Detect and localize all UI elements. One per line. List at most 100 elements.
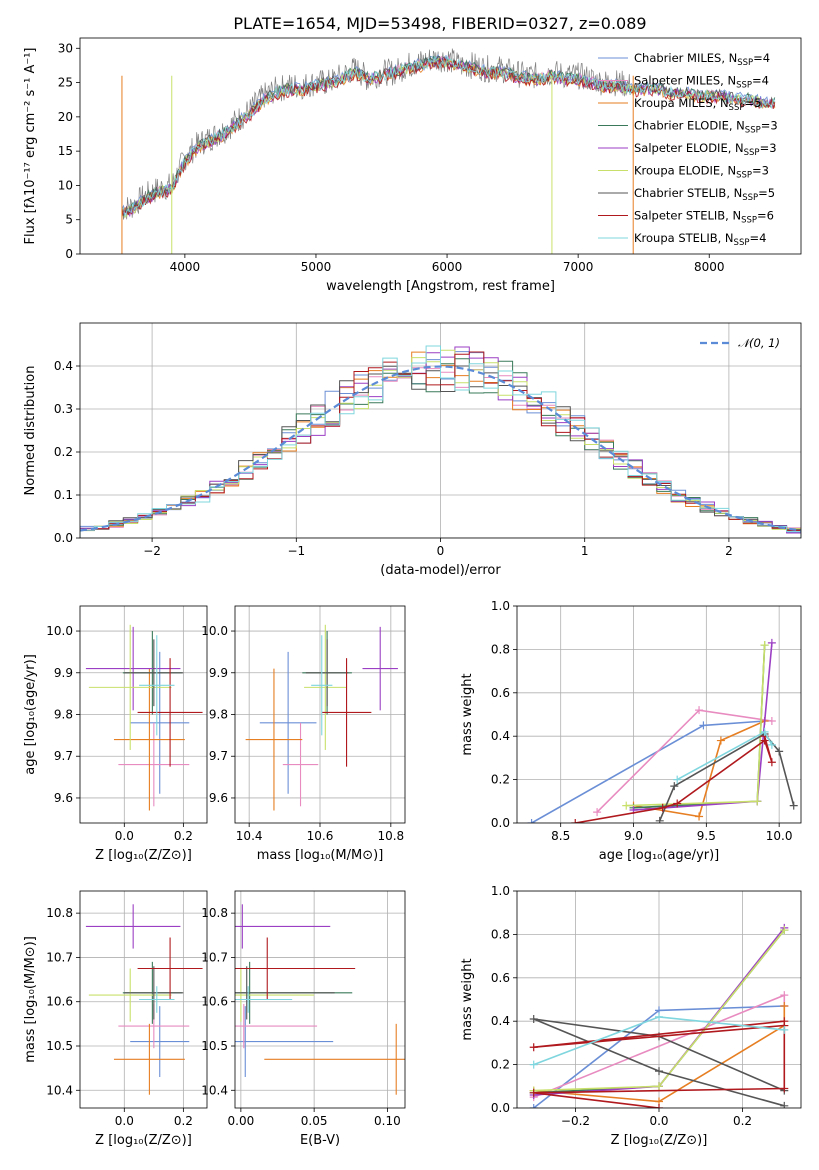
y-tick-label: 0.8 — [491, 927, 510, 941]
population-marker — [655, 1067, 663, 1076]
fit-errorbar — [235, 1006, 334, 1077]
x-tick-label: 0.00 — [228, 1114, 255, 1128]
legend-entry: Kroupa MILES, NSSP=5 — [634, 96, 761, 113]
y-tick-label: 10.4 — [46, 1083, 73, 1097]
fit-errorbar — [118, 722, 190, 807]
y-tick-label: 0.4 — [54, 359, 73, 373]
fit-errorbar — [245, 668, 303, 811]
age-vs-mass-axes: 10.4 10.6 10.8 9.6 9.7 9.8 9.9 10.0 mass [log₁₀(… — [201, 605, 406, 863]
population-weight-line — [626, 645, 766, 807]
legend-entry: Chabrier ELODIE, NSSP=3 — [634, 119, 778, 136]
x-tick-label: 0.2 — [174, 1114, 193, 1128]
population-marker — [593, 808, 602, 817]
x-axis-label: mass [log₁₀(M/M⊙)] — [257, 848, 384, 863]
y-tick-label: 10.7 — [201, 950, 228, 964]
population-marker — [789, 801, 798, 810]
population-marker — [780, 1084, 789, 1093]
legend-entry: Chabrier STELIB, NSSP=5 — [634, 186, 775, 203]
residual-histogram — [80, 351, 801, 538]
fit-errorbar — [235, 966, 335, 1020]
population-marker — [655, 1012, 663, 1021]
fit-errorbar — [113, 668, 185, 811]
population-marker — [655, 1082, 663, 1091]
y-axis-label: Normed distribution — [23, 366, 38, 496]
population-marker — [655, 1104, 663, 1108]
y-tick-label: 10 — [58, 178, 73, 192]
population-marker — [673, 799, 682, 808]
x-tick-label: 2 — [725, 544, 733, 558]
plot-area — [121, 48, 776, 254]
y-tick-label: 9.6 — [54, 791, 73, 805]
y-tick-label: 1.0 — [491, 599, 510, 613]
population-marker — [753, 797, 762, 806]
y-tick-label: 30 — [58, 41, 73, 55]
population-marker — [571, 819, 580, 823]
y-tick-label: 10.7 — [46, 950, 73, 964]
y-tick-label: 9.7 — [209, 749, 228, 763]
population-marker — [780, 991, 789, 1000]
y-tick-label: 0.4 — [491, 1014, 510, 1028]
x-tick-label: 0 — [437, 544, 445, 558]
figure-title: PLATE=1654, MJD=53498, FIBERID=0327, z=0… — [233, 14, 646, 33]
population-marker — [695, 706, 704, 715]
fit-errorbar — [139, 635, 175, 736]
y-tick-label: 0.2 — [491, 1058, 510, 1072]
fit-errorbar — [124, 966, 184, 1020]
population-marker — [673, 775, 682, 784]
population-marker — [780, 926, 789, 935]
population-weight-line — [633, 720, 765, 818]
y-tick-label: 0.0 — [54, 531, 73, 545]
axes-frame — [234, 605, 406, 824]
x-tick-label: −1 — [287, 544, 305, 558]
population-marker — [695, 812, 704, 821]
model-spectrum-line — [121, 55, 776, 217]
spectrum-legend: Chabrier MILES, NSSP=4 Salpeter MILES, NS… — [598, 51, 778, 248]
fit-errorbar — [362, 626, 398, 711]
population-marker — [767, 638, 776, 647]
y-tick-label: 0.6 — [491, 686, 510, 700]
y-axis-label: age [log₁₀(age/yr)] — [23, 654, 38, 775]
mass-vs-ebv-axes: 0.00 0.05 0.10 10.4 10.5 10.6 10.7 10.8 E(B-V) — [201, 890, 406, 1148]
y-tick-label: 10.8 — [201, 906, 228, 920]
mass-vs-metallicity-axes: 0.0 0.2 10.4 10.5 10.6 10.7 10.8 Z [log₁₀(Z/Z⊙)… — [23, 890, 208, 1148]
y-tick-label: 9.9 — [54, 666, 73, 680]
y-tick-label: 0.3 — [54, 402, 73, 416]
y-tick-label: 5 — [65, 213, 73, 227]
mass-weight-vs-metallicity-axes: −0.2 0.0 0.2 0.0 0.2 0.4 0.6 0.8 1.0 Z [log₁₀(Z/Z… — [460, 884, 802, 1148]
y-tick-label: 0 — [65, 247, 73, 261]
y-axis-label: mass [log₁₀(M/M⊙)] — [23, 936, 38, 1063]
residuals-axes: −2 −1 0 1 2 0.0 0.1 0.2 0.3 0.4 (data-model)/error… — [23, 322, 802, 578]
fit-errorbar — [139, 986, 175, 1013]
legend-entry: Kroupa STELIB, NSSP=4 — [634, 231, 766, 248]
population-marker — [775, 747, 784, 756]
y-tick-label: 0.2 — [54, 445, 73, 459]
x-axis-label: age [log₁₀(age/yr)] — [599, 848, 720, 863]
x-tick-label: −2 — [143, 544, 161, 558]
x-tick-label: 8.5 — [551, 829, 570, 843]
y-tick-label: 9.8 — [209, 708, 228, 722]
x-tick-label: 10.4 — [236, 829, 263, 843]
fit-errorbar — [304, 624, 347, 750]
x-tick-label: 0.0 — [649, 1114, 668, 1128]
population-marker — [767, 740, 776, 749]
population-weight-line — [575, 735, 773, 823]
x-axis-label: E(B-V) — [300, 1133, 340, 1148]
population-weight-line — [596, 709, 773, 813]
y-tick-label: 10.5 — [46, 1039, 73, 1053]
x-tick-label: 0.0 — [115, 829, 134, 843]
y-tick-label: 9.8 — [54, 708, 73, 722]
population-marker — [622, 801, 631, 810]
x-axis-label: Z [log₁₀(Z/Z⊙)] — [611, 1133, 708, 1148]
population-marker — [527, 819, 536, 823]
population-marker — [780, 1002, 789, 1011]
x-tick-label: 10.8 — [377, 829, 404, 843]
fit-errorbar — [311, 635, 333, 736]
population-marker — [529, 1104, 538, 1108]
fit-errorbar — [235, 1003, 318, 1049]
population-marker — [529, 1015, 538, 1024]
fit-errorbar — [137, 937, 203, 1000]
x-tick-label: −0.2 — [561, 1114, 590, 1128]
y-tick-label: 0.1 — [54, 488, 73, 502]
axes-frame — [516, 605, 802, 824]
y-tick-label: 10.0 — [201, 624, 228, 638]
